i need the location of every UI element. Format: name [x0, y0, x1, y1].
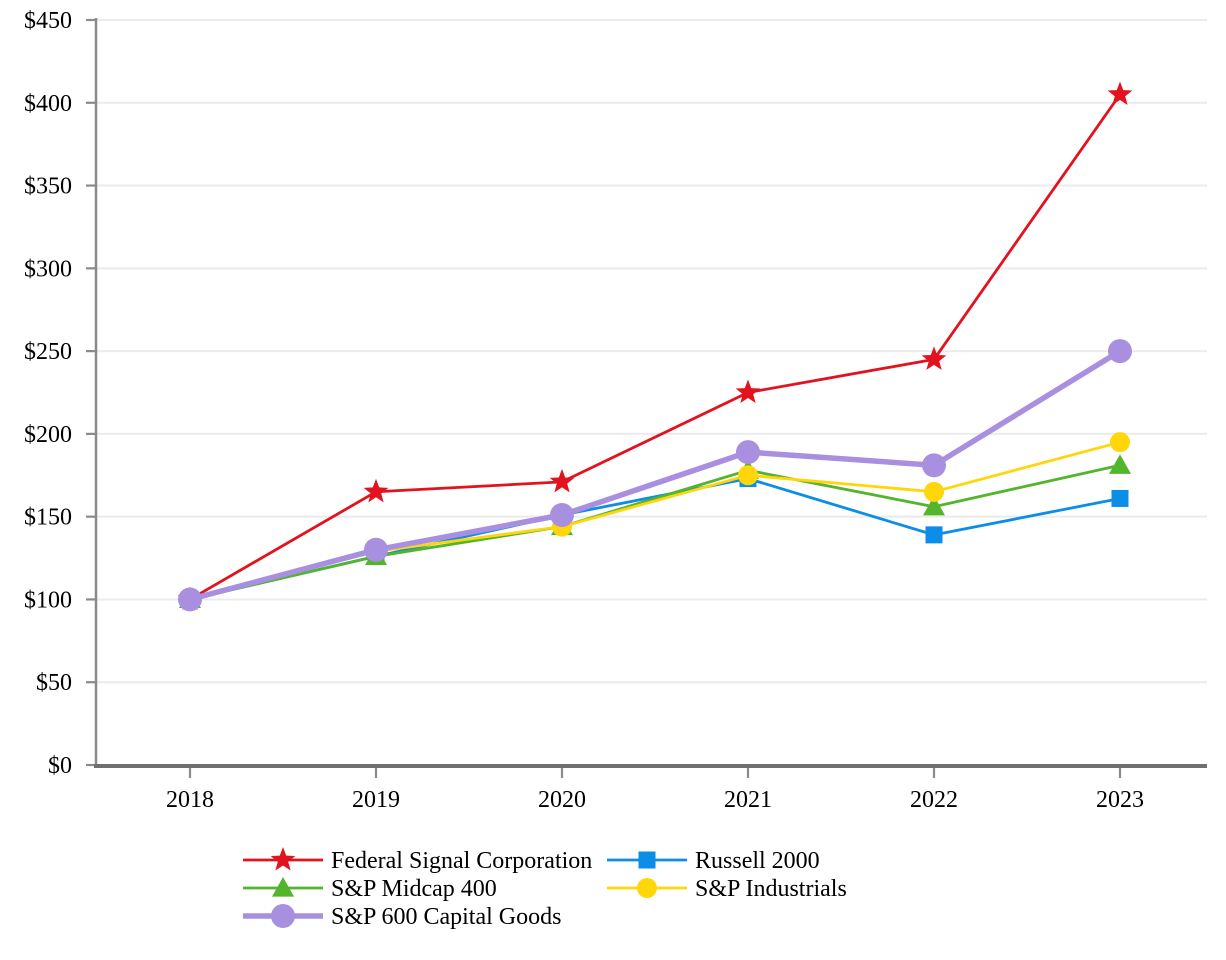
x-tick-label: 2020 — [538, 787, 586, 813]
legend-label: Russell 2000 — [695, 848, 820, 874]
x-tick-label: 2021 — [724, 787, 772, 813]
series-federal-signal-corporation — [177, 81, 1133, 610]
legend-label: S&P Midcap 400 — [331, 876, 497, 902]
marker-circle — [271, 904, 295, 928]
marker-circle — [1108, 339, 1132, 364]
marker-star — [363, 478, 389, 503]
marker-circle — [738, 465, 758, 486]
y-tick-label: $0 — [48, 753, 72, 779]
y-tick-label: $250 — [24, 339, 72, 365]
marker-triangle — [923, 495, 945, 516]
y-tick-label: $50 — [36, 670, 72, 696]
marker-square — [638, 851, 656, 869]
marker-circle — [550, 503, 574, 528]
y-tick-label: $100 — [24, 587, 72, 613]
marker-triangle — [1109, 454, 1131, 474]
x-tick-label: 2018 — [166, 787, 214, 813]
marker-square — [1111, 489, 1129, 507]
y-tick-label: $450 — [24, 8, 72, 34]
marker-circle — [178, 587, 202, 612]
legend-entry-federal-signal-corporation: Federal Signal Corporation — [243, 847, 592, 874]
x-tick-label: 2022 — [910, 787, 958, 813]
marker-circle — [364, 537, 388, 562]
marker-circle — [1110, 432, 1130, 453]
marker-star — [270, 847, 296, 871]
x-tick-label: 2023 — [1096, 787, 1144, 813]
marker-circle — [637, 878, 657, 898]
y-tick-label: $150 — [24, 505, 72, 531]
series-line — [188, 463, 1122, 601]
series-line — [188, 93, 1122, 601]
marker-triangle — [272, 877, 294, 897]
series-line — [188, 440, 1122, 601]
legend-label: S&P Industrials — [695, 876, 847, 902]
marker-circle — [924, 481, 944, 502]
marker-star — [1107, 81, 1133, 106]
legend-entry-russell-2000: Russell 2000 — [607, 848, 820, 874]
legend-label: Federal Signal Corporation — [331, 848, 592, 874]
y-tick-label: $200 — [24, 422, 72, 448]
y-tick-label: $400 — [24, 91, 72, 117]
marker-circle — [922, 453, 946, 478]
marker-square — [925, 526, 943, 544]
series-s-p-600-capital-goods — [178, 339, 1132, 612]
series-s-p-industrials — [180, 432, 1130, 610]
legend-label: S&P 600 Capital Goods — [331, 904, 561, 930]
series-line — [187, 348, 1123, 603]
x-tick-label: 2019 — [352, 787, 400, 813]
y-tick-label: $350 — [24, 174, 72, 200]
marker-circle — [736, 440, 760, 465]
marker-star — [921, 346, 947, 370]
y-tick-label: $300 — [24, 256, 72, 282]
legend-entry-s-p-midcap-400: S&P Midcap 400 — [243, 876, 497, 902]
legend-entry-s-p-industrials: S&P Industrials — [607, 876, 847, 902]
marker-star — [735, 379, 761, 404]
legend-entry-s-p-600-capital-goods: S&P 600 Capital Goods — [243, 904, 561, 930]
marker-star — [549, 468, 575, 493]
series-russell-2000 — [181, 470, 1129, 608]
